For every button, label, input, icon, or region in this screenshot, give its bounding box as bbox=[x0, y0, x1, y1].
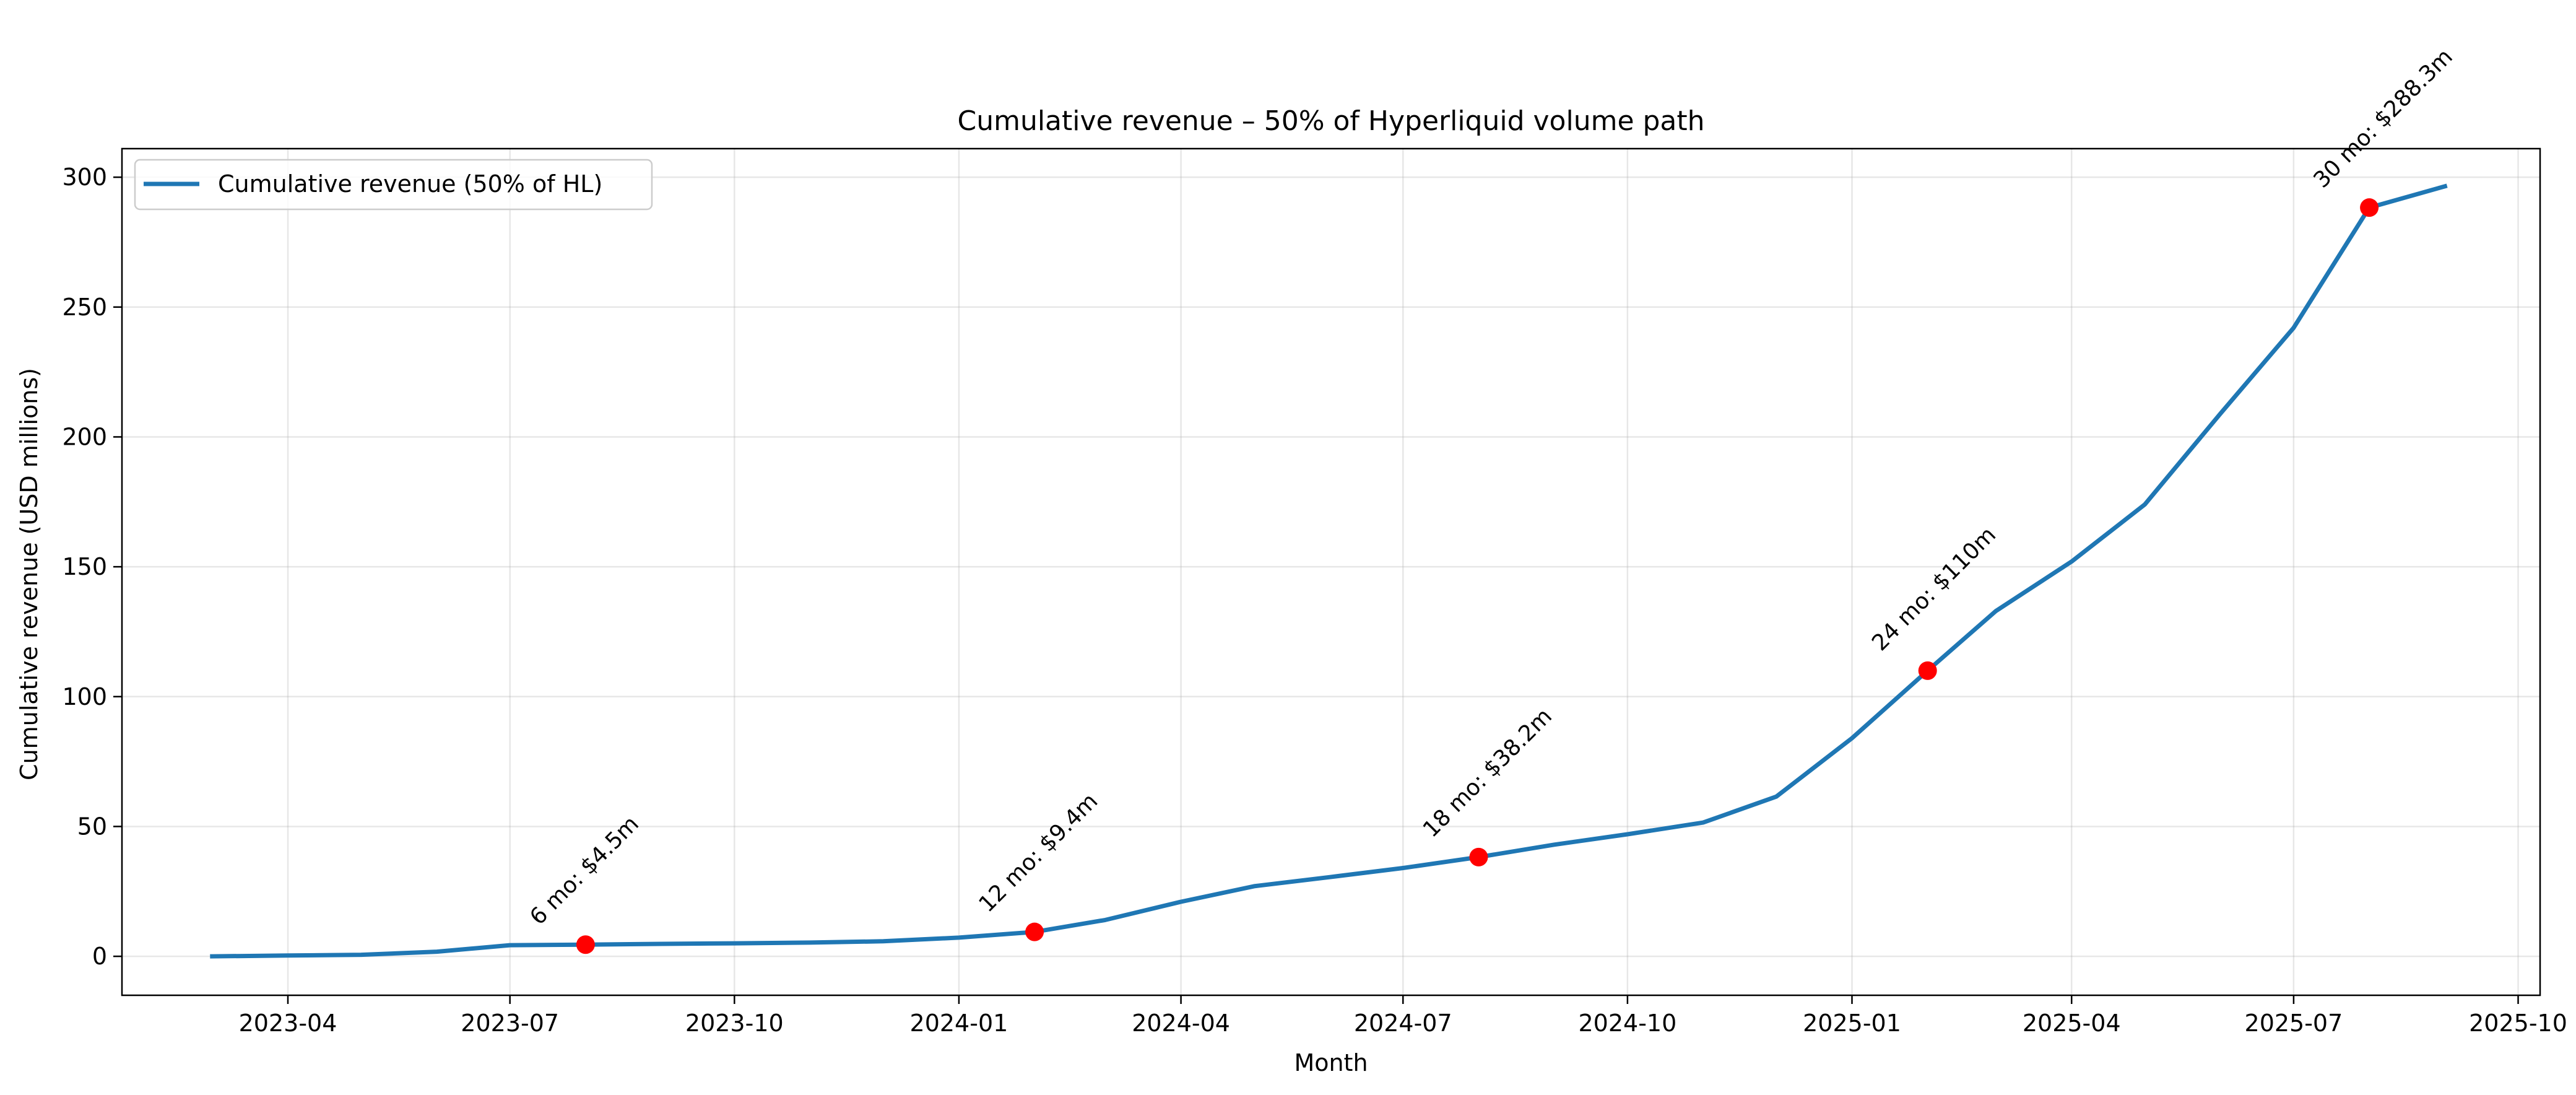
y-tick-label: 0 bbox=[92, 943, 107, 970]
highlight-point bbox=[2360, 198, 2379, 217]
x-tick-label: 2023-07 bbox=[461, 1010, 559, 1037]
y-tick-label: 50 bbox=[77, 813, 107, 840]
y-tick-label: 300 bbox=[62, 164, 107, 191]
y-tick-label: 150 bbox=[62, 553, 107, 580]
legend-label: Cumulative revenue (50% of HL) bbox=[218, 170, 602, 198]
grid bbox=[122, 149, 2540, 995]
x-tick-label: 2025-01 bbox=[1803, 1010, 1901, 1037]
x-tick-label: 2024-04 bbox=[1132, 1010, 1230, 1037]
x-tick-label: 2025-10 bbox=[2469, 1010, 2567, 1037]
x-tick-label: 2025-07 bbox=[2245, 1010, 2343, 1037]
highlight-point bbox=[1918, 661, 1937, 680]
x-tick-label: 2025-04 bbox=[2023, 1010, 2121, 1037]
x-tick-label: 2024-07 bbox=[1354, 1010, 1452, 1037]
y-tick-label: 200 bbox=[62, 423, 107, 450]
plot-frame bbox=[121, 147, 2541, 997]
x-axis-label: Month bbox=[1294, 1049, 1368, 1076]
x-tick-label: 2023-04 bbox=[239, 1010, 337, 1037]
x-tick-label: 2024-10 bbox=[1578, 1010, 1676, 1037]
legend: Cumulative revenue (50% of HL) bbox=[134, 159, 653, 211]
x-tick-label: 2023-10 bbox=[685, 1010, 784, 1037]
y-tick-label: 250 bbox=[62, 294, 107, 321]
highlight-point bbox=[576, 935, 595, 954]
y-axis-label: Cumulative revenue (USD millions) bbox=[15, 368, 43, 780]
x-tick-label: 2024-01 bbox=[910, 1010, 1008, 1037]
highlight-point bbox=[1469, 847, 1488, 866]
y-tick-label: 100 bbox=[62, 683, 107, 710]
legend-frame bbox=[134, 159, 653, 211]
chart-title: Cumulative revenue – 50% of Hyperliquid … bbox=[957, 105, 1704, 137]
highlight-point bbox=[1025, 922, 1044, 941]
axes-ticks: 2023-04 2023-07 2023-10 2024-01 2024-04 2024-… bbox=[62, 164, 2567, 1037]
